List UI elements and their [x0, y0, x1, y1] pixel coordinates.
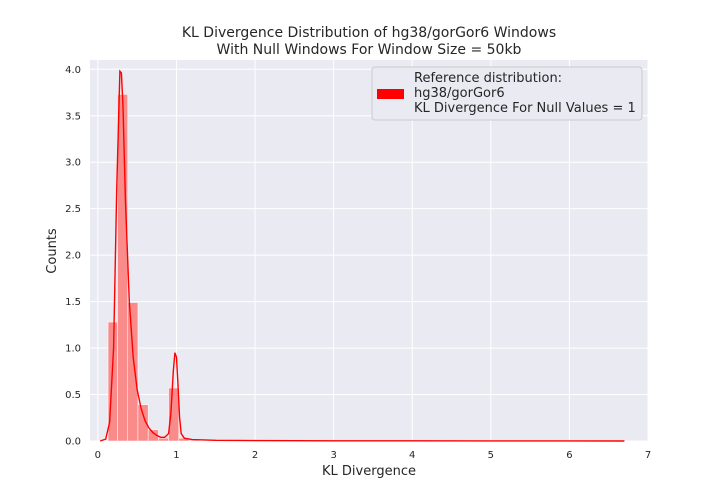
- chart-title-line-1: KL Divergence Distribution of hg38/gorGo…: [182, 25, 556, 41]
- plot-area: [90, 60, 648, 441]
- y-tick-labels: 0.0 0.5 1.0 1.5 2.0 2.5 3.0 3.5 4.0: [65, 65, 81, 448]
- histogram-bar: [127, 302, 139, 442]
- y-tick-label: 2.0: [65, 251, 81, 262]
- x-tick-label: 7: [645, 450, 651, 461]
- y-tick-label: 4.0: [65, 65, 81, 76]
- x-axis-label: KL Divergence: [322, 464, 416, 479]
- y-axis-label: Counts: [45, 228, 60, 274]
- kde-curve-layer: [99, 69, 625, 442]
- histogram-bar: [158, 437, 169, 442]
- x-tick-label: 1: [173, 450, 179, 461]
- y-tick-label: 2.5: [65, 204, 81, 215]
- legend-line-1: Reference distribution:: [414, 71, 562, 86]
- y-tick-label: 3.0: [65, 158, 81, 169]
- y-tick-label: 0.0: [65, 437, 81, 448]
- y-tick-label: 3.5: [65, 111, 81, 122]
- x-tick-label: 5: [488, 450, 494, 461]
- x-tick-labels: 0 1 2 3 4 5 6 7: [95, 450, 652, 461]
- kde-line: [99, 69, 625, 442]
- y-tick-label: 1.5: [65, 297, 81, 308]
- histogram-bar: [117, 94, 128, 442]
- legend: Reference distribution: hg38/gorGor6 KL …: [371, 66, 643, 121]
- legend-patch: [377, 89, 404, 99]
- legend-line-2: hg38/gorGor6: [414, 86, 505, 101]
- legend-line-3: KL Divergence For Null Values = 1: [414, 101, 636, 116]
- x-tick-label: 6: [566, 450, 572, 461]
- y-tick-label: 0.5: [65, 390, 81, 401]
- x-tick-label: 0: [95, 450, 101, 461]
- y-tick-label: 1.0: [65, 344, 81, 355]
- histogram-bar: [137, 404, 149, 442]
- x-tick-label: 2: [252, 450, 258, 461]
- legend-box: [371, 66, 643, 121]
- x-tick-label: 3: [330, 450, 336, 461]
- x-tick-label: 4: [409, 450, 415, 461]
- chart-title-line-2: With Null Windows For Window Size = 50kb: [217, 42, 522, 58]
